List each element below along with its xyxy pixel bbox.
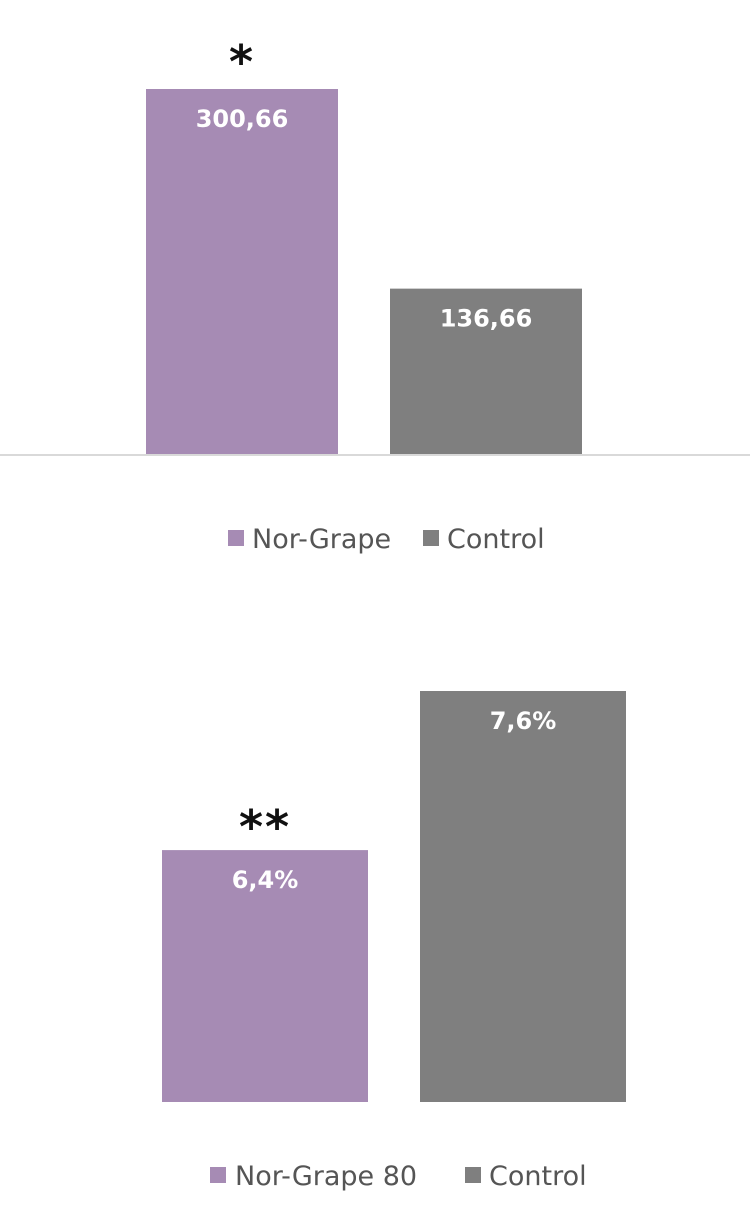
legend-swatch-nor-grape (228, 530, 244, 546)
significance-marker: ** (239, 800, 291, 854)
legend-label-control: Control (447, 524, 545, 555)
data-label-control: 136,66 (440, 305, 533, 333)
bar-nor-grape-80 (162, 850, 368, 1102)
legend-label-control: Control (489, 1161, 587, 1192)
data-label-control: 7,6% (490, 707, 557, 735)
bar-control (390, 288, 582, 455)
legend-label-nor-grape: Nor-Grape (252, 524, 391, 555)
bar-nor-grape (146, 89, 338, 455)
legend-label-nor-grape-80: Nor-Grape 80 (235, 1161, 417, 1192)
legend-swatch-control (465, 1167, 481, 1183)
significance-marker: * (229, 35, 255, 89)
data-label-nor-grape-80: 6,4% (232, 866, 299, 894)
legend-swatch-control (423, 530, 439, 546)
legend-swatch-nor-grape-80 (210, 1167, 226, 1183)
chart-2: 6,4% ** 7,6% Nor-Grape 80 Control (162, 691, 626, 1192)
chart-1: 300,66 * 136,66 Nor-Grape Control (0, 35, 750, 555)
data-label-nor-grape: 300,66 (196, 105, 289, 133)
bar-control (420, 691, 626, 1102)
